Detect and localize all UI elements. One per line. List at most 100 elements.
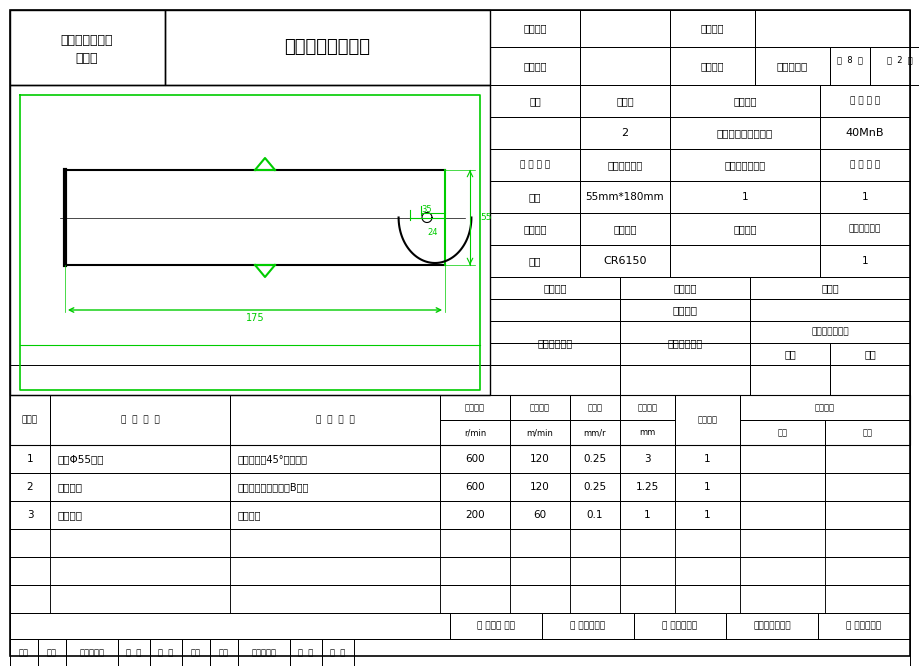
Bar xyxy=(439,395,509,420)
Bar xyxy=(490,299,619,321)
Bar xyxy=(570,420,619,445)
Bar xyxy=(490,343,909,365)
Text: 120: 120 xyxy=(529,482,550,492)
Text: mm: mm xyxy=(639,428,655,437)
Bar xyxy=(449,613,541,639)
Text: 日  期: 日 期 xyxy=(330,648,346,657)
Bar xyxy=(38,639,66,666)
Bar xyxy=(490,149,579,181)
Bar xyxy=(817,613,909,639)
Text: 3: 3 xyxy=(643,454,650,464)
Bar xyxy=(50,529,230,557)
Bar xyxy=(10,585,50,613)
Bar xyxy=(619,420,675,445)
Text: 2: 2 xyxy=(620,128,628,138)
Text: 产品型号: 产品型号 xyxy=(523,23,546,33)
Bar xyxy=(824,420,909,445)
Text: 设备编号: 设备编号 xyxy=(732,224,756,234)
Bar xyxy=(541,613,633,639)
Text: 同时加工件数: 同时加工件数 xyxy=(848,224,880,234)
Text: 更改文件号: 更改文件号 xyxy=(251,648,277,657)
Text: 切削深度: 切削深度 xyxy=(637,403,657,412)
Text: 1: 1 xyxy=(703,482,710,492)
Bar xyxy=(739,557,824,585)
Bar xyxy=(50,395,230,445)
Bar xyxy=(490,149,909,181)
Text: 更改文件号: 更改文件号 xyxy=(79,648,105,657)
Bar xyxy=(509,473,570,501)
Bar xyxy=(579,47,669,85)
Text: 切削速度: 切削速度 xyxy=(529,403,550,412)
Text: 工序名称: 工序名称 xyxy=(732,96,756,106)
Text: 签  字: 签 字 xyxy=(298,648,313,657)
Bar xyxy=(50,445,230,473)
Bar xyxy=(675,557,739,585)
Bar xyxy=(675,529,739,557)
Bar xyxy=(439,420,509,445)
Bar xyxy=(490,245,579,277)
Bar xyxy=(579,10,669,47)
Text: 工位器具编号: 工位器具编号 xyxy=(537,338,572,348)
Bar xyxy=(819,213,909,245)
Bar xyxy=(150,639,182,666)
Text: 标记: 标记 xyxy=(19,648,29,657)
Bar xyxy=(490,181,579,213)
Text: 35: 35 xyxy=(421,205,432,214)
Text: 车床: 车床 xyxy=(528,256,540,266)
Text: CR6150: CR6150 xyxy=(603,256,646,266)
Text: 55mm*180mm: 55mm*180mm xyxy=(585,192,664,202)
Text: 通用夹具，45°端面车刀: 通用夹具，45°端面车刀 xyxy=(238,454,308,464)
Text: 工步工时: 工步工时 xyxy=(814,403,834,412)
Bar xyxy=(509,445,570,473)
Bar xyxy=(749,299,909,321)
Bar xyxy=(739,420,824,445)
Bar xyxy=(439,445,509,473)
Bar xyxy=(509,557,570,585)
Bar xyxy=(739,395,909,420)
Text: 车间: 车间 xyxy=(528,96,540,106)
Text: 通用夹具: 通用夹具 xyxy=(238,510,261,520)
Bar xyxy=(619,395,675,420)
Bar xyxy=(490,181,909,213)
Text: 签  字: 签 字 xyxy=(126,648,142,657)
Text: 第  2  页: 第 2 页 xyxy=(886,55,912,65)
Bar xyxy=(230,395,439,445)
Bar xyxy=(754,47,829,85)
Text: 标记: 标记 xyxy=(191,648,200,657)
Bar xyxy=(490,213,909,245)
Bar xyxy=(490,321,909,343)
Text: 锻件: 锻件 xyxy=(528,192,540,202)
Bar xyxy=(669,213,819,245)
Text: 钻中心孔: 钻中心孔 xyxy=(58,482,83,492)
Bar xyxy=(509,395,570,420)
Bar xyxy=(819,117,909,149)
Text: 0.25: 0.25 xyxy=(583,482,606,492)
Bar xyxy=(570,529,619,557)
Text: 设备名称: 设备名称 xyxy=(523,224,546,234)
Bar xyxy=(579,85,669,117)
Bar xyxy=(824,473,909,501)
Text: 工序工时（分）: 工序工时（分） xyxy=(811,328,848,336)
Bar xyxy=(570,557,619,585)
Bar xyxy=(10,613,449,639)
Text: 175: 175 xyxy=(245,313,264,323)
Bar xyxy=(490,213,579,245)
Text: 日  期: 日 期 xyxy=(158,648,174,657)
Bar xyxy=(10,445,909,473)
Text: 夹具编号: 夹具编号 xyxy=(542,283,566,293)
Text: 处数: 处数 xyxy=(47,648,57,657)
Bar xyxy=(829,47,869,85)
Text: 0.1: 0.1 xyxy=(586,510,603,520)
Bar xyxy=(824,585,909,613)
Bar xyxy=(824,445,909,473)
Bar xyxy=(490,47,909,85)
Bar xyxy=(675,585,739,613)
Bar xyxy=(619,445,675,473)
Bar xyxy=(10,10,165,85)
Bar xyxy=(675,395,739,445)
Text: 1: 1 xyxy=(27,454,33,464)
Bar xyxy=(619,365,749,395)
Bar xyxy=(579,181,669,213)
Bar xyxy=(669,10,754,47)
Bar xyxy=(829,365,909,395)
